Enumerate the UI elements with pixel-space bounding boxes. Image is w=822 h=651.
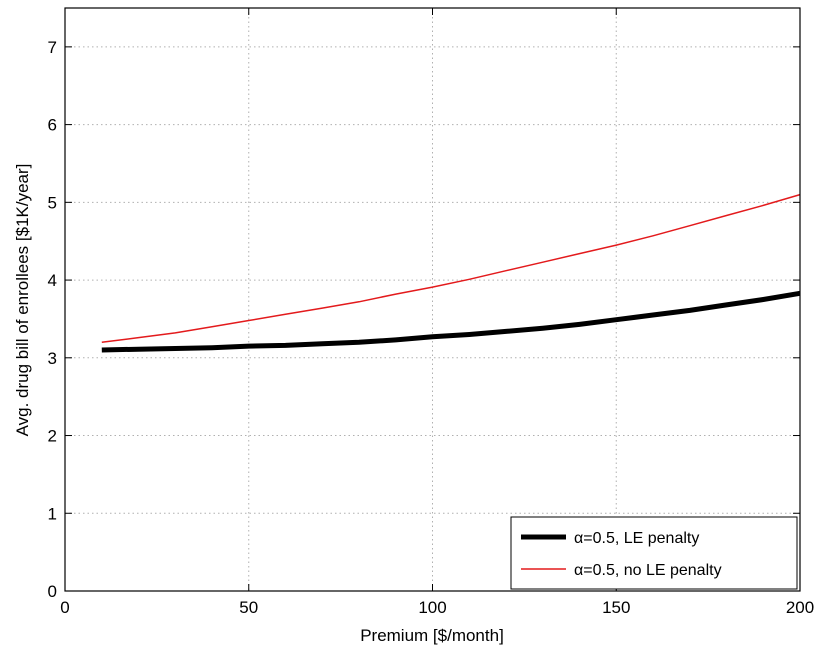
plot-frame — [64, 7, 801, 592]
x-tick-label: 200 — [786, 598, 814, 617]
x-axis-label: Premium [$/month] — [360, 626, 504, 645]
y-tick-label: 7 — [48, 38, 57, 57]
y-axis-label: Avg. drug bill of enrollees [$1K/year] — [13, 164, 32, 437]
legend-label-no-le-penalty: α=0.5, no LE penalty — [574, 562, 722, 579]
x-tick-label: 150 — [602, 598, 630, 617]
y-tick-label: 6 — [48, 116, 57, 135]
legend-label-le-penalty: α=0.5, LE penalty — [574, 530, 699, 547]
series-line-no-le-penalty — [101, 193, 801, 344]
y-tick-label: 0 — [48, 582, 57, 601]
y-tick-label: 1 — [48, 504, 57, 523]
x-tick-label: 0 — [60, 598, 69, 617]
grid-lines — [65, 8, 800, 591]
legend: α=0.5, LE penalty α=0.5, no LE penalty — [510, 516, 798, 590]
series-lines — [101, 193, 801, 353]
series-line-le-penalty — [101, 290, 801, 353]
y-tick-label: 5 — [48, 193, 57, 212]
x-tick-label: 100 — [418, 598, 446, 617]
x-tick-label: 50 — [239, 598, 258, 617]
legend-box — [510, 516, 798, 590]
y-tick-label: 2 — [48, 427, 57, 446]
y-axis-ticks: 0 1 2 3 4 5 6 7 — [48, 38, 800, 601]
y-tick-label: 3 — [48, 349, 57, 368]
y-tick-label: 4 — [48, 271, 57, 290]
